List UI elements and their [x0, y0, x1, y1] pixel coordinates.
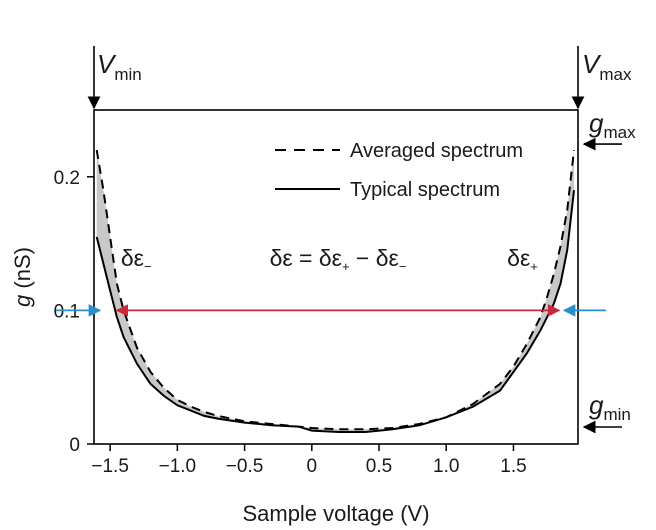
delta-eq-sub2: −	[399, 259, 407, 274]
x-ticks: −1.5 −1.0 −0.5 0 0.5 1.0 1.5	[91, 444, 527, 477]
legend-label-typical: Typical spectrum	[350, 179, 500, 201]
vmax-label: Vmax	[582, 49, 632, 84]
series-averaged-line	[95, 149, 575, 431]
delta-eq-sub1: +	[342, 259, 350, 274]
x-tick-label: −1.0	[159, 456, 197, 477]
y-tick-label: 0	[69, 435, 80, 456]
vmin-var: V	[97, 49, 117, 79]
x-tick-label: 1.0	[433, 456, 459, 477]
delta-eq-mid: − δε	[350, 245, 399, 271]
plot-frame	[93, 109, 579, 445]
x-tick-label: −1.5	[91, 456, 129, 477]
delta-plus-main: δε	[507, 245, 530, 271]
gmax-sub: max	[603, 123, 636, 142]
legend-label-averaged: Averaged spectrum	[350, 140, 523, 162]
vmin-label: Vmin	[97, 49, 142, 84]
delta-minus-label: δε−	[121, 245, 152, 274]
x-tick-label: 0.5	[366, 456, 392, 477]
vmin-sub: min	[114, 65, 141, 84]
y-axis-label: g (nS)	[10, 247, 35, 307]
delta-eq-lhs: δε = δε	[270, 245, 342, 271]
gmin-sub: min	[603, 405, 630, 424]
vmax-var: V	[582, 49, 602, 79]
delta-minus-sub: −	[144, 259, 152, 274]
y-ticks: 0 0.1 0.2	[54, 168, 94, 456]
shaded-difference	[96, 150, 574, 432]
x-tick-label: 0	[307, 456, 318, 477]
delta-minus-main: δε	[121, 245, 144, 271]
shade-region	[96, 150, 574, 432]
y-axis-unit: (nS)	[10, 247, 35, 295]
gmin-label: gmin	[589, 390, 631, 424]
gmin-var: g	[589, 390, 604, 420]
series-typical-line	[95, 190, 575, 433]
x-tick-label: 1.5	[500, 456, 526, 477]
y-tick-label: 0.1	[54, 301, 80, 322]
gmax-label: gmax	[589, 108, 636, 142]
delta-equation-label: δε = δε+ − δε−	[270, 245, 407, 274]
y-tick-label: 0.2	[54, 168, 80, 189]
gmax-var: g	[589, 108, 604, 138]
x-axis-label: Sample voltage (V)	[242, 501, 429, 526]
x-tick-label: −0.5	[226, 456, 264, 477]
y-axis-variable: g	[10, 294, 35, 307]
legend: Averaged spectrum Typical spectrum	[275, 140, 523, 201]
delta-plus-sub: +	[530, 259, 538, 274]
series-group	[95, 149, 575, 433]
vmax-sub: max	[599, 65, 632, 84]
delta-plus-label: δε+	[507, 245, 538, 274]
